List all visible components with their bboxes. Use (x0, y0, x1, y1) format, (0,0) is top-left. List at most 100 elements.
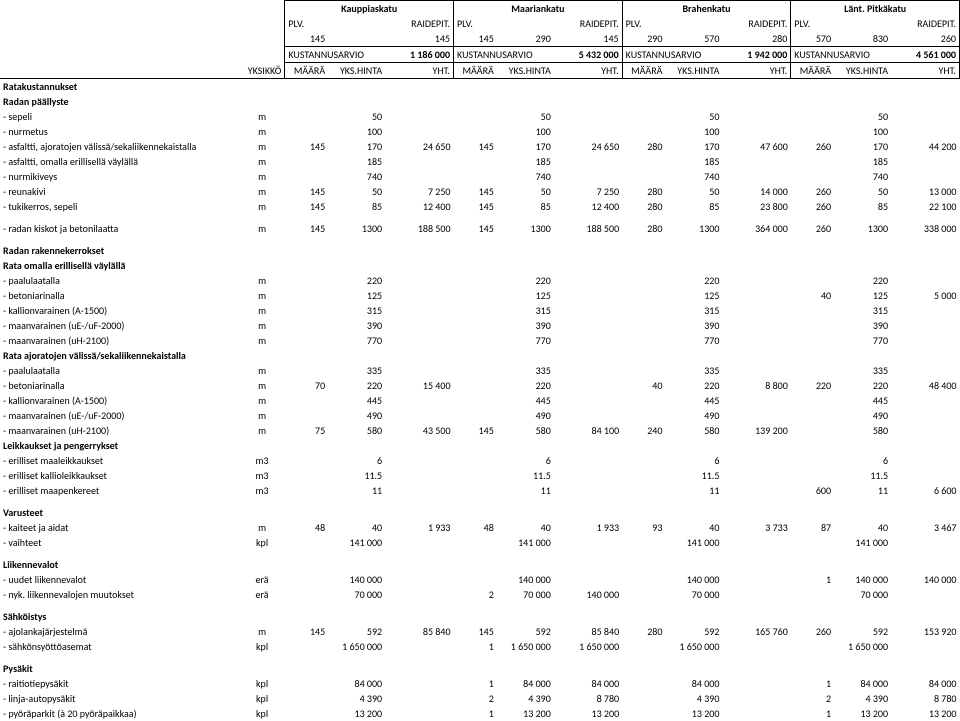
cell: 1 (791, 572, 834, 587)
cell (622, 468, 665, 483)
cell: 165 760 (722, 624, 790, 639)
unit: m (239, 303, 285, 318)
table-row: - nurmetusm100100100100 (0, 124, 960, 139)
cell (722, 535, 790, 550)
cell: 185 (328, 154, 385, 169)
cell: 85 (665, 199, 722, 214)
cell (554, 363, 622, 378)
cell: 220 (791, 378, 834, 393)
cell (891, 393, 959, 408)
cell (622, 273, 665, 288)
cell (722, 572, 790, 587)
cell: 48 (454, 520, 497, 535)
cell: 13 200 (328, 706, 385, 721)
cell (891, 423, 959, 438)
cell: 170 (328, 139, 385, 154)
cell: 145 (285, 199, 328, 214)
unit: m (239, 154, 285, 169)
cell (285, 453, 328, 468)
cell (722, 587, 790, 602)
cell: 315 (834, 303, 891, 318)
cell: 84 000 (328, 676, 385, 691)
cell (791, 124, 834, 139)
cell (622, 639, 665, 654)
cell: 13 000 (891, 184, 959, 199)
cell: 2 (791, 691, 834, 706)
cell: 220 (328, 273, 385, 288)
section-row: Liikennevalot (0, 557, 960, 572)
unit: m (239, 333, 285, 348)
row-label: - uudet liikennevalot (0, 572, 239, 587)
cell: 48 400 (891, 378, 959, 393)
cell (554, 408, 622, 423)
row-label: - erilliset kallioleikkaukset (0, 468, 239, 483)
cell: 1 650 000 (328, 639, 385, 654)
cell (454, 535, 497, 550)
cell: 445 (497, 393, 554, 408)
cell: 170 (497, 139, 554, 154)
section-label: Rata omalla erillisellä väylällä (0, 258, 960, 273)
cell (722, 676, 790, 691)
cell: 50 (665, 184, 722, 199)
cell (622, 572, 665, 587)
cell: 335 (834, 363, 891, 378)
cell: 85 840 (554, 624, 622, 639)
cell: 11 (834, 483, 891, 498)
unit: kpl (239, 706, 285, 721)
cell: 445 (834, 393, 891, 408)
row-label: - kaiteet ja aidat (0, 520, 239, 535)
cell (285, 639, 328, 654)
cell: 11 (665, 483, 722, 498)
cell (454, 154, 497, 169)
cell: 260 (791, 624, 834, 639)
cell (722, 408, 790, 423)
section-label: Rata ajoratojen välissä/sekaliikennekais… (0, 348, 960, 363)
cell: 140 000 (665, 572, 722, 587)
cell: 1 933 (554, 520, 622, 535)
cell: 125 (665, 288, 722, 303)
cell: 125 (834, 288, 891, 303)
row-label: - kallionvarainen (A-1500) (0, 393, 239, 408)
cell: 6 600 (891, 483, 959, 498)
cell (891, 154, 959, 169)
cell (891, 453, 959, 468)
cell: 100 (328, 124, 385, 139)
spacer (0, 602, 960, 609)
cell (622, 333, 665, 348)
cell: 12 400 (385, 199, 453, 214)
cell: 6 (328, 453, 385, 468)
cell: 390 (665, 318, 722, 333)
cell (891, 333, 959, 348)
cell (554, 483, 622, 498)
section-row: Leikkaukset ja pengerrykset (0, 438, 960, 453)
cell (285, 587, 328, 602)
cell (622, 706, 665, 721)
unit: m (239, 423, 285, 438)
cell: 15 400 (385, 378, 453, 393)
cell: 3 467 (891, 520, 959, 535)
row-label: - nurmetus (0, 124, 239, 139)
cell: 85 (497, 199, 554, 214)
cell (385, 124, 453, 139)
row-label: - maanvarainen (uH-2100) (0, 423, 239, 438)
cell: 85 840 (385, 624, 453, 639)
cell: 70 (285, 378, 328, 393)
cell (722, 639, 790, 654)
cell: 490 (665, 408, 722, 423)
cell (722, 288, 790, 303)
unit: m (239, 520, 285, 535)
cell (722, 453, 790, 468)
unit: m (239, 124, 285, 139)
cell: 185 (665, 154, 722, 169)
cell: 84 000 (665, 676, 722, 691)
unit: m (239, 169, 285, 184)
spacer (0, 498, 960, 505)
row-label: - tukikerros, sepeli (0, 199, 239, 214)
cell: 490 (328, 408, 385, 423)
cell: 50 (328, 109, 385, 124)
unit: m (239, 288, 285, 303)
cell: 445 (328, 393, 385, 408)
cell: 100 (665, 124, 722, 139)
cell: 13 200 (834, 706, 891, 721)
cell: 84 000 (891, 676, 959, 691)
